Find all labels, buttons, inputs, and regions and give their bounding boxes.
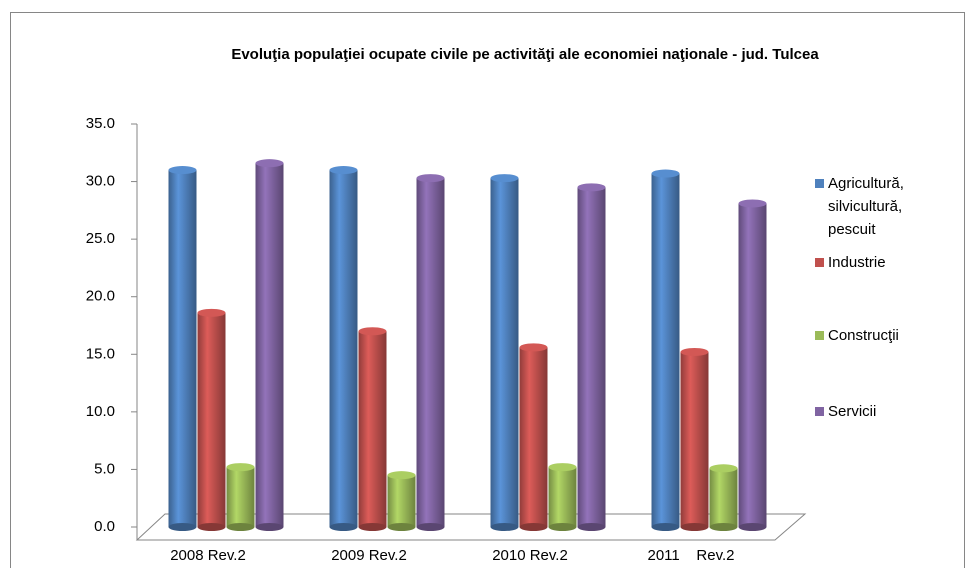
bar-bottom bbox=[197, 523, 226, 531]
bar-top bbox=[709, 464, 738, 473]
bar-top bbox=[577, 183, 606, 192]
legend-label: Agricultură, silvicultură, pescuit bbox=[828, 175, 904, 238]
bar-body bbox=[577, 187, 606, 528]
bar bbox=[490, 174, 519, 531]
bar bbox=[709, 464, 738, 531]
bar bbox=[738, 199, 767, 531]
bar-body bbox=[329, 170, 358, 528]
chart-title: Evoluţia populaţiei ocupate civile pe ac… bbox=[231, 46, 819, 63]
bar-bottom bbox=[680, 523, 709, 531]
bar-top bbox=[490, 174, 519, 183]
x-tick-label: 2011 Rev.2 bbox=[648, 547, 735, 564]
y-tick-label: 0.0 bbox=[94, 518, 115, 535]
bar bbox=[255, 159, 284, 531]
y-tick-label: 15.0 bbox=[86, 345, 115, 362]
bar-bottom bbox=[651, 523, 680, 531]
bar-body bbox=[226, 467, 255, 527]
legend-swatch bbox=[815, 331, 824, 340]
bar-top bbox=[416, 174, 445, 183]
bar bbox=[519, 343, 548, 531]
bar bbox=[226, 463, 255, 531]
bar-body bbox=[168, 170, 197, 528]
bar-bottom bbox=[168, 523, 197, 531]
bar-top bbox=[329, 166, 358, 175]
bar bbox=[651, 169, 680, 531]
bar-body bbox=[490, 178, 519, 528]
bar-body bbox=[197, 312, 226, 527]
bar-bottom bbox=[358, 523, 387, 531]
legend-swatch bbox=[815, 258, 824, 267]
legend-swatch bbox=[815, 407, 824, 416]
bar-top bbox=[519, 343, 548, 352]
bar-top bbox=[358, 327, 387, 336]
bar-body bbox=[255, 163, 284, 528]
bar-body bbox=[709, 468, 738, 527]
bar-top bbox=[548, 463, 577, 472]
bar-bottom bbox=[416, 523, 445, 531]
bar bbox=[387, 471, 416, 531]
bar bbox=[548, 463, 577, 531]
bar-top bbox=[168, 166, 197, 175]
y-tick-label: 20.0 bbox=[86, 288, 115, 305]
bar-body bbox=[548, 467, 577, 527]
bar-bottom bbox=[519, 523, 548, 531]
bar-bottom bbox=[548, 523, 577, 531]
bar-bottom bbox=[490, 523, 519, 531]
bar bbox=[577, 183, 606, 531]
legend-label: Servicii bbox=[828, 403, 877, 420]
bar-bottom bbox=[226, 523, 255, 531]
bar-body bbox=[387, 475, 416, 527]
bar-top bbox=[226, 463, 255, 472]
bar-top bbox=[197, 308, 226, 317]
bar bbox=[329, 166, 358, 531]
bar bbox=[416, 174, 445, 531]
bar bbox=[168, 166, 197, 531]
bar-top bbox=[387, 471, 416, 480]
bar-top bbox=[738, 199, 767, 208]
bar-bottom bbox=[738, 523, 767, 531]
bar-top bbox=[680, 347, 709, 356]
bar-body bbox=[651, 173, 680, 528]
x-tick-label: 2010 Rev.2 bbox=[492, 547, 568, 564]
floor bbox=[135, 513, 807, 541]
bar-body bbox=[680, 351, 709, 527]
bar-top bbox=[255, 159, 284, 168]
bar-body bbox=[358, 331, 387, 527]
bar bbox=[197, 308, 226, 531]
y-tick-label: 30.0 bbox=[86, 173, 115, 190]
y-tick-label: 25.0 bbox=[86, 230, 115, 247]
bar-bottom bbox=[387, 523, 416, 531]
bar-top bbox=[651, 169, 680, 178]
legend-label: Industrie bbox=[828, 254, 886, 271]
y-tick-label: 10.0 bbox=[86, 403, 115, 420]
bar-bottom bbox=[709, 523, 738, 531]
legend-swatch bbox=[815, 179, 824, 188]
bar-body bbox=[416, 178, 445, 528]
bar-body bbox=[738, 203, 767, 527]
bar bbox=[358, 327, 387, 531]
legend-label: Construcţii bbox=[828, 327, 899, 344]
x-tick-label: 2008 Rev.2 bbox=[170, 547, 246, 564]
y-tick-label: 5.0 bbox=[94, 460, 115, 477]
bar bbox=[680, 347, 709, 531]
bar-bottom bbox=[329, 523, 358, 531]
chart-border bbox=[10, 12, 965, 568]
bar-body bbox=[519, 347, 548, 527]
bar-bottom bbox=[255, 523, 284, 531]
x-tick-label: 2009 Rev.2 bbox=[331, 547, 407, 564]
bar-bottom bbox=[577, 523, 606, 531]
y-tick-label: 35.0 bbox=[86, 115, 115, 132]
